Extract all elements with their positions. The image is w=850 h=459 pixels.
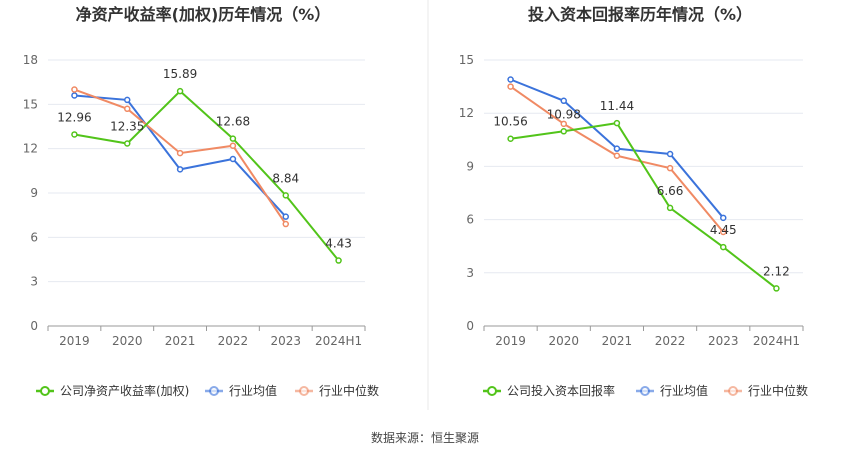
data-point — [720, 243, 727, 251]
data-point — [507, 76, 514, 83]
data-point — [176, 87, 184, 95]
x-tick-label: 2021 — [602, 334, 633, 348]
data-point — [124, 140, 131, 147]
data-point — [560, 97, 567, 105]
data-point — [666, 164, 674, 172]
x-tick-label: 2022 — [655, 334, 686, 348]
data-label: 12.68 — [216, 115, 250, 129]
data-label: 8.84 — [272, 171, 299, 185]
data-point — [560, 120, 567, 128]
x-tick-label: 2023 — [270, 334, 301, 348]
data-label: 10.98 — [547, 107, 581, 121]
y-tick-label: 3 — [30, 275, 38, 289]
data-source: 数据来源：恒生聚源 — [370, 431, 479, 445]
data-point — [507, 135, 514, 142]
data-point — [71, 86, 78, 93]
data-point — [124, 96, 131, 104]
x-tick-label: 2024H1 — [315, 334, 362, 348]
y-tick-label: 9 — [466, 159, 474, 173]
data-point — [176, 149, 184, 157]
y-tick-label: 18 — [23, 53, 38, 67]
y-tick-label: 3 — [466, 266, 474, 280]
data-label: 12.35 — [110, 119, 144, 133]
series-line-1 — [510, 122, 778, 290]
x-tick-label: 2023 — [708, 334, 739, 348]
x-tick-label: 2020 — [112, 334, 143, 348]
y-tick-label: 15 — [459, 53, 474, 67]
data-point — [773, 285, 780, 292]
x-tick-label: 2020 — [548, 334, 579, 348]
data-label: 15.89 — [163, 67, 197, 81]
legend-marker — [640, 386, 650, 396]
data-point — [560, 128, 567, 135]
data-point — [176, 166, 184, 173]
y-tick-label: 0 — [30, 319, 38, 333]
data-point — [282, 213, 289, 220]
data-point — [720, 228, 727, 236]
legend-label: 公司投入资本回报率 — [507, 383, 615, 398]
data-point — [124, 105, 131, 113]
data-point — [613, 119, 621, 127]
series-line-3 — [74, 88, 287, 225]
legend-marker — [728, 386, 738, 396]
x-tick-label: 2024H1 — [753, 334, 800, 348]
data-label: 2.12 — [763, 264, 790, 278]
data-label: 4.45 — [710, 223, 737, 237]
data-point — [282, 220, 289, 228]
data-point — [666, 150, 674, 158]
legend-label: 行业中位数 — [748, 383, 808, 398]
data-point — [507, 83, 514, 90]
data-point — [71, 131, 78, 138]
data-label: 12.96 — [57, 110, 91, 124]
y-tick-label: 6 — [30, 230, 38, 244]
data-point — [613, 152, 621, 160]
legend-marker — [299, 386, 309, 396]
legend-label: 行业均值 — [229, 383, 277, 398]
data-point — [666, 204, 674, 212]
chart-title: 净资产收益率(加权)历年情况（%） — [76, 5, 331, 24]
legend-label: 行业均值 — [660, 383, 708, 398]
x-tick-label: 2019 — [59, 334, 90, 348]
y-tick-label: 15 — [23, 97, 38, 111]
data-label: 4.43 — [325, 237, 352, 251]
data-point — [613, 145, 621, 152]
data-label: 10.56 — [493, 115, 527, 129]
y-tick-label: 9 — [30, 186, 38, 200]
legend-marker — [487, 386, 497, 396]
data-point — [229, 155, 237, 163]
data-point — [720, 214, 727, 222]
chart-2: 投入资本回报率历年情况（%） 0 3 6 9 12 15 2019 2020 2021 2022 20… — [459, 5, 808, 398]
data-point — [335, 257, 342, 264]
chart-1: 净资产收益率(加权)历年情况（%） 0 3 6 9 12 15 18 2019 2020 2021 2… — [23, 5, 379, 398]
y-tick-label: 6 — [466, 213, 474, 227]
data-point — [229, 142, 237, 149]
y-tick-label: 12 — [459, 106, 474, 120]
series-line-1 — [74, 89, 340, 262]
data-point — [71, 92, 78, 99]
chart-title: 投入资本回报率历年情况（%） — [528, 5, 752, 24]
data-point — [229, 135, 237, 142]
data-point — [282, 192, 289, 199]
data-label: 11.44 — [600, 99, 634, 113]
y-tick-label: 12 — [23, 142, 38, 156]
y-tick-label: 0 — [466, 319, 474, 333]
data-label: 6.66 — [657, 184, 684, 198]
legend-marker — [209, 386, 219, 396]
x-tick-label: 2019 — [495, 334, 526, 348]
legend-marker — [40, 386, 50, 396]
legend-label: 公司净资产收益率(加权) — [60, 383, 189, 398]
legend-label: 行业中位数 — [319, 383, 379, 398]
x-tick-label: 2022 — [218, 334, 249, 348]
x-tick-label: 2021 — [165, 334, 196, 348]
